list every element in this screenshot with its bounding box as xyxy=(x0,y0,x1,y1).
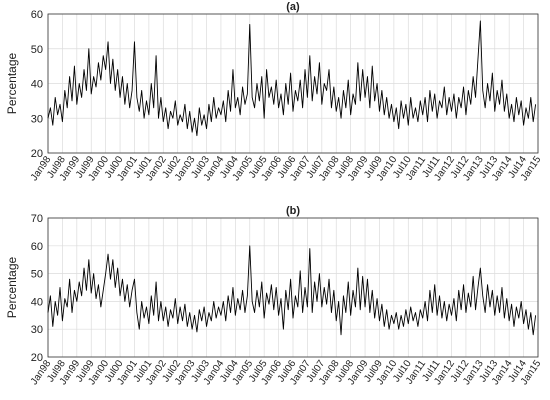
y-tick-label: 30 xyxy=(31,324,43,336)
plot-frame xyxy=(47,217,539,358)
plot-frame xyxy=(47,13,539,154)
y-tick-label: 50 xyxy=(31,269,43,281)
y-tick-label: 70 xyxy=(31,213,43,225)
y-tick-label: 40 xyxy=(31,296,43,308)
panel-title: (b) xyxy=(286,205,300,217)
y-tick-label: 60 xyxy=(31,9,43,21)
y-tick-label: 60 xyxy=(31,241,43,253)
y-tick-label: 40 xyxy=(31,79,43,91)
y-tick-label: 30 xyxy=(31,113,43,125)
data-line xyxy=(47,20,537,137)
y-tick-label: 20 xyxy=(31,352,43,364)
y-axis-label: Percentage xyxy=(5,256,19,318)
panel-title: (a) xyxy=(286,1,300,13)
y-axis-label: Percentage xyxy=(5,52,19,114)
data-line xyxy=(47,245,537,336)
y-tick-label: 20 xyxy=(31,148,43,160)
y-tick-label: 50 xyxy=(31,44,43,56)
